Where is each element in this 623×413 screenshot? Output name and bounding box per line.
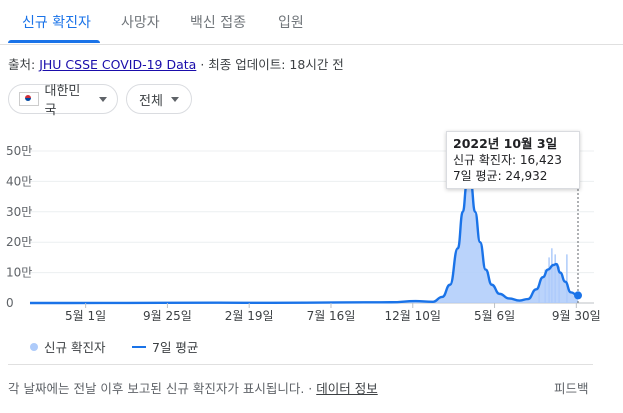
x-tick-label: 2월 19일 — [225, 309, 274, 323]
seven-day-average-line — [29, 180, 579, 305]
tab-new-cases[interactable]: 신규 확진자 — [22, 15, 91, 31]
tooltip-date: 2022년 10월 3일 — [453, 136, 558, 151]
legend-new-cases: 신규 확진자 — [30, 337, 105, 356]
hover-point — [574, 291, 582, 300]
data-info-link[interactable]: 데이터 정보 — [316, 381, 378, 396]
korea-flag-icon — [19, 92, 39, 106]
chart-tooltip: 2022년 10월 3일 신규 확진자: 16,423 7일 평균: 24,93… — [446, 131, 580, 189]
y-tick-label: 0 — [6, 296, 14, 310]
legend-bar-label: 신규 확진자 — [44, 340, 106, 355]
x-tick-label: 5월 1일 — [65, 309, 106, 323]
tab-deaths[interactable]: 사망자 — [121, 15, 160, 31]
x-tick-label: 9월 30일 — [552, 309, 601, 323]
y-tick-label: 20만 — [6, 235, 32, 249]
tab-vaccinations[interactable]: 백신 접종 — [190, 15, 246, 31]
x-axis-labels: 5월 1일 9월 25일 2월 19일 7월 16일 12월 10일 5월 6일 9월 30… — [65, 303, 601, 323]
active-tab-indicator — [8, 40, 100, 43]
x-tick-label: 12월 10일 — [385, 309, 441, 323]
legend-bar-swatch — [30, 342, 38, 351]
source-prefix: 출처: — [8, 57, 36, 72]
legend-line-swatch — [132, 345, 146, 348]
last-update: · 최종 업데이트: 18시간 전 — [200, 57, 344, 72]
tab-bar: 신규 확진자 사망자 백신 접종 입원 — [0, 0, 623, 45]
y-tick-label: 50만 — [6, 144, 32, 158]
y-tick-label: 10만 — [6, 266, 32, 280]
range-dropdown[interactable]: 전체 — [126, 84, 192, 114]
x-tick-label: 5월 6일 — [474, 309, 515, 323]
legend-line-label: 7일 평균 — [152, 340, 199, 355]
cases-chart: 0 10만 20만 30만 40만 50만 5월 1일 9월 25일 2월 19일 7월 16일… — [6, 144, 601, 323]
feedback-link[interactable]: 피드백 — [554, 381, 589, 396]
tooltip-new-cases: 신규 확진자: 16,423 — [453, 153, 562, 167]
x-tick-label: 9월 25일 — [143, 309, 192, 323]
legend-7day-average: 7일 평균 — [132, 337, 198, 356]
chevron-down-icon — [170, 96, 179, 102]
x-tick-label: 7월 16일 — [307, 309, 356, 323]
tab-hospitalizations[interactable]: 입원 — [278, 15, 304, 31]
source-link[interactable]: JHU CSSE COVID-19 Data — [39, 57, 197, 72]
source-line: 출처: JHU CSSE COVID-19 Data · 최종 업데이트: 18… — [8, 54, 344, 73]
y-axis-labels: 0 10만 20만 30만 40만 50만 — [6, 144, 32, 310]
chevron-down-icon — [99, 96, 107, 102]
footer-note: 각 날짜에는 전날 이후 보고된 신규 확진자가 표시됩니다. · 데이터 정보 — [8, 378, 378, 397]
region-dropdown[interactable]: 대한민국 — [8, 84, 118, 118]
y-tick-label: 30만 — [6, 205, 32, 219]
divider — [8, 364, 593, 365]
tooltip-7day-average: 7일 평균: 24,932 — [453, 169, 548, 183]
seven-day-average-area — [30, 181, 578, 303]
range-label: 전체 — [139, 93, 163, 109]
footer-text: 각 날짜에는 전날 이후 보고된 신규 확진자가 표시됩니다. · — [8, 381, 313, 396]
region-label: 대한민국 — [44, 84, 81, 118]
y-tick-label: 40만 — [6, 174, 32, 188]
